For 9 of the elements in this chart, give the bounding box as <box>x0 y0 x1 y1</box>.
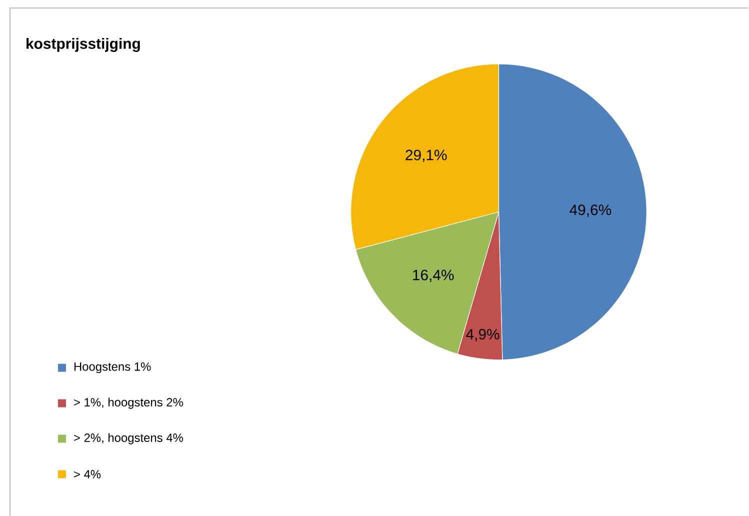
chart-title: kostprijsstijging <box>26 38 140 52</box>
data-label: 4,9% <box>466 328 500 342</box>
legend-label: > 1%, hoogstens 2% <box>74 398 183 409</box>
data-label: 29,1% <box>406 150 447 162</box>
data-label: 16,4% <box>413 270 454 282</box>
legend-label: Hoogstens 1% <box>74 362 151 374</box>
legend-label: > 2%, hoogstens 4% <box>74 433 183 444</box>
legend-label: > 4% <box>74 470 101 478</box>
data-label: 49,6% <box>570 204 612 217</box>
